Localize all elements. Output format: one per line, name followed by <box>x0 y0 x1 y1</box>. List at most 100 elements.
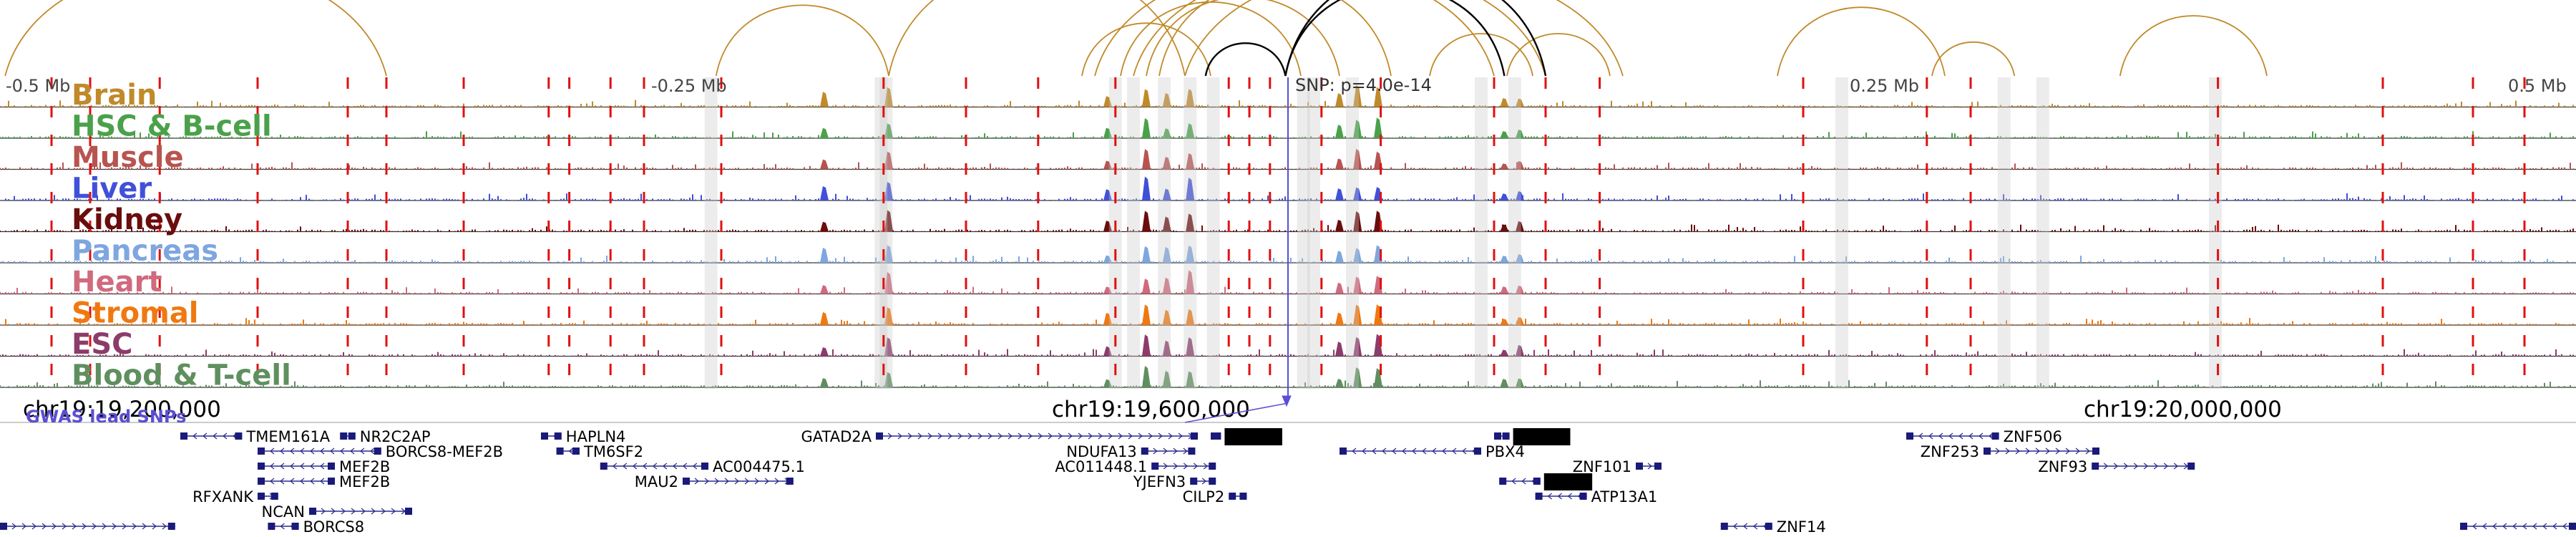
strand-chevron <box>672 463 678 470</box>
strand-chevron <box>937 432 942 440</box>
track-peak <box>1353 367 1362 387</box>
strand-chevron <box>1989 432 1994 440</box>
track-peak <box>884 271 893 294</box>
track-peak <box>1500 319 1509 325</box>
gene-label: ZNF93 <box>2038 458 2087 475</box>
track-peak <box>1103 312 1112 325</box>
track-peak <box>1162 128 1171 138</box>
strand-chevron <box>1995 448 2000 455</box>
track-peak <box>1335 93 1344 107</box>
strand-chevron <box>330 448 335 455</box>
track-peak <box>1142 279 1151 294</box>
strand-chevron <box>2025 448 2030 455</box>
strand-chevron <box>622 463 628 470</box>
track-peak <box>1186 123 1195 138</box>
strand-chevron <box>1138 432 1143 440</box>
axis-tick-minus-05: -0.5 Mb <box>6 76 70 96</box>
gene-exon <box>258 448 265 455</box>
strand-chevron <box>152 523 157 530</box>
gene-exon <box>258 493 265 500</box>
track-peak <box>820 221 829 232</box>
strand-chevron <box>652 463 658 470</box>
track-peak <box>1142 365 1151 387</box>
gene-exon <box>556 448 564 455</box>
strand-chevron <box>1382 448 1387 455</box>
gene-exon <box>1190 478 1198 485</box>
strand-chevron <box>1462 448 1467 455</box>
gene-label: ZNF101 <box>1573 458 1631 475</box>
gene-label-highlight: TSSK6 <box>1226 428 1280 445</box>
axis-tick-plus-025: 0.25 Mb <box>1850 76 1919 96</box>
strand-chevron <box>1938 432 1943 440</box>
strand-chevron <box>92 523 97 530</box>
gene-exon <box>235 432 243 440</box>
track-peak <box>1500 379 1509 387</box>
strand-chevron <box>1979 432 1984 440</box>
interaction-arc <box>1931 42 2016 77</box>
strand-chevron <box>2542 523 2547 530</box>
track-peak <box>1162 216 1171 232</box>
strand-chevron <box>2133 463 2139 470</box>
strand-chevron <box>2492 523 2497 530</box>
strand-chevron <box>2045 448 2050 455</box>
axis-tick-minus-025: -0.25 Mb <box>651 76 727 96</box>
strand-chevron <box>1511 478 1516 485</box>
strand-chevron <box>1028 432 1033 440</box>
track-peak <box>1335 379 1344 387</box>
track-peak <box>1186 246 1195 263</box>
strand-chevron <box>2512 523 2517 530</box>
track-peak <box>1374 87 1382 107</box>
gene-exon <box>541 432 548 440</box>
strand-chevron <box>1557 493 1562 500</box>
track-peak <box>1103 346 1112 357</box>
track-peak <box>1186 153 1195 170</box>
strand-chevron <box>1193 463 1199 470</box>
gene-exon <box>268 523 275 530</box>
track-peak <box>1162 309 1171 325</box>
interaction-arc <box>1120 1 1302 77</box>
strand-chevron <box>987 432 992 440</box>
track-peak <box>1353 304 1362 325</box>
strand-chevron <box>21 523 26 530</box>
gene-25a42: 25A42 <box>0 523 175 530</box>
strand-chevron <box>1201 478 1207 485</box>
strand-chevron <box>290 478 295 485</box>
track-peak <box>1516 130 1524 138</box>
track-peak <box>1353 337 1362 357</box>
strand-chevron <box>52 523 57 530</box>
gene-exon <box>683 478 690 485</box>
gene-exon <box>340 432 348 440</box>
strand-chevron <box>321 508 326 515</box>
strand-chevron <box>1018 432 1023 440</box>
strand-chevron <box>82 523 87 530</box>
track-peak <box>820 92 829 107</box>
track-peak <box>1103 286 1112 294</box>
strand-chevron <box>1647 463 1652 470</box>
gene-exon <box>554 432 562 440</box>
gene-znf253: ZNF253 <box>1921 443 2099 460</box>
track-peak <box>1500 131 1509 138</box>
gene-tmem161a: TMEM161A <box>180 428 331 445</box>
track-peak <box>884 245 893 263</box>
track-peak <box>1162 340 1171 357</box>
strand-chevron <box>1412 448 1417 455</box>
peak-region-band <box>1158 77 1171 389</box>
track-peak <box>820 185 829 200</box>
strand-chevron <box>2552 523 2557 530</box>
peak-region-band <box>1297 77 1310 389</box>
strand-chevron <box>2173 463 2179 470</box>
gene-borcs8-mef2b: BORCS8-MEF2B <box>258 443 503 460</box>
peak-region-band <box>1997 77 2011 389</box>
strand-chevron <box>280 448 285 455</box>
gene-exon <box>291 523 299 530</box>
gene-exon <box>1151 463 1159 470</box>
gene-exon <box>1654 463 1662 470</box>
gene-exon <box>1209 463 1216 470</box>
strand-chevron <box>280 478 285 485</box>
gene-exon <box>328 463 335 470</box>
track-label: Pancreas <box>72 235 218 268</box>
peak-region-band <box>1108 77 1122 389</box>
track-peak <box>884 210 893 232</box>
track-peak <box>1162 246 1171 263</box>
track-peak <box>1374 334 1382 357</box>
